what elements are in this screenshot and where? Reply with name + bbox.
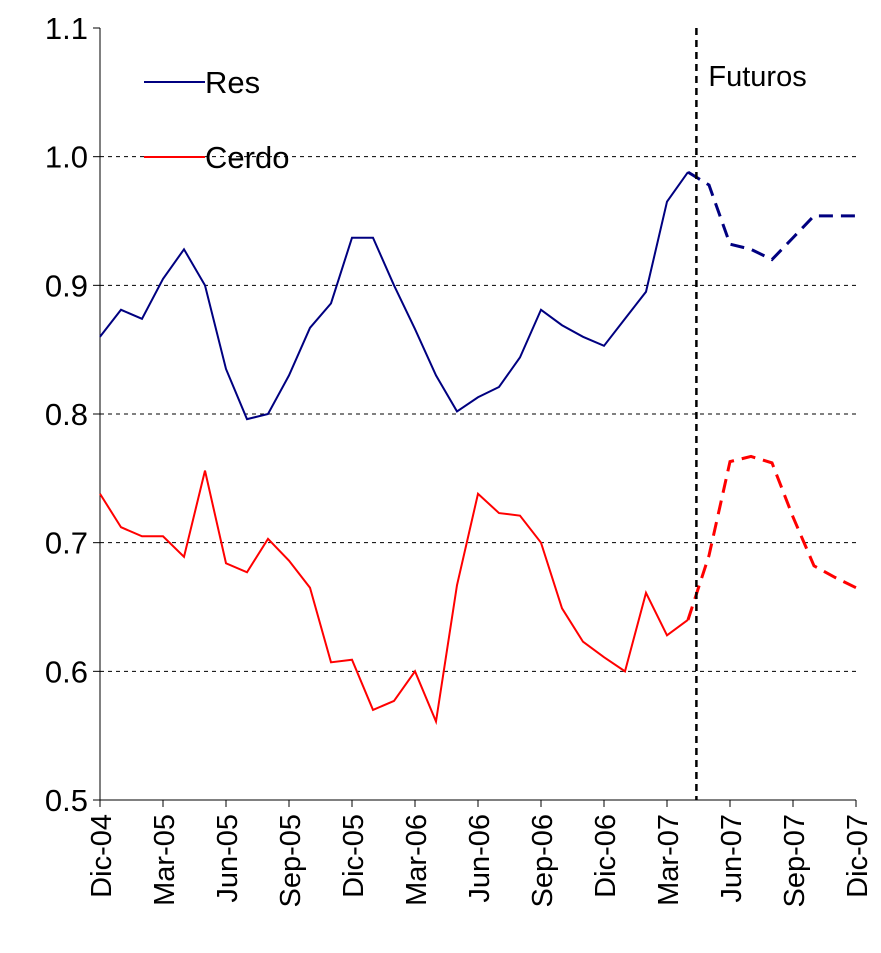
x-tick-label: Dic-06 [590, 814, 622, 898]
x-tick-label: Mar-07 [653, 814, 685, 906]
x-tick-label: Dic-04 [86, 814, 118, 898]
x-tick-label: Jun-05 [212, 814, 244, 903]
annotation: Futuros [708, 61, 806, 93]
forecast-line [686, 454, 857, 621]
x-tick-label: Sep-06 [527, 814, 559, 908]
x-tick-label: Jun-07 [716, 814, 748, 903]
y-tick-label: 0.5 [45, 783, 88, 818]
forecast-line [687, 170, 856, 262]
x-tick-label: Dic-07 [842, 814, 874, 898]
y-tick-label: 0.6 [45, 654, 88, 689]
legend-label: Res [205, 65, 260, 100]
y-tick-label: 0.7 [45, 526, 88, 561]
y-tick-label: 0.8 [45, 397, 88, 432]
series-line [99, 470, 689, 726]
x-tick-label: Sep-07 [779, 814, 811, 908]
x-tick-label: Mar-06 [401, 814, 433, 906]
series-line [99, 171, 689, 421]
x-tick-label: Dic-05 [338, 814, 370, 898]
x-tick-label: Sep-05 [275, 814, 307, 908]
x-tick-label: Jun-06 [464, 814, 496, 903]
y-tick-label: 0.9 [45, 268, 88, 303]
x-tick-label: Mar-05 [149, 814, 181, 906]
y-tick-label: 1.0 [45, 140, 88, 175]
legend-label: Cerdo [205, 140, 289, 175]
y-tick-label: 1.1 [45, 11, 88, 46]
